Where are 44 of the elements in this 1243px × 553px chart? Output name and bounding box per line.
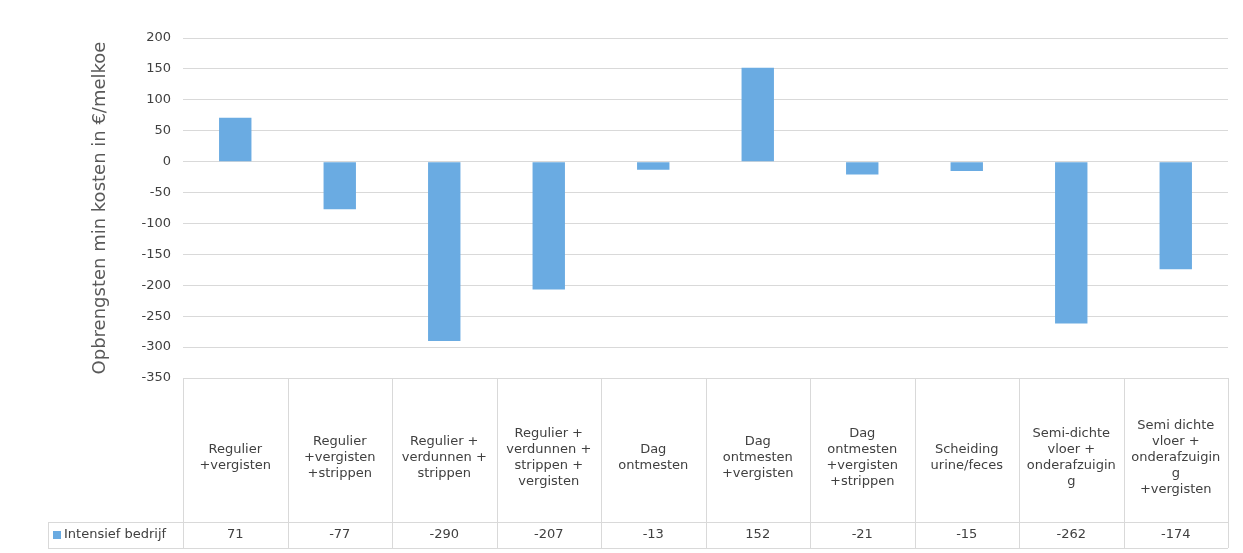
bar: [532, 162, 565, 290]
y-tick-label: -350: [141, 369, 171, 385]
x-tick-label: Regulier + verdunnen + strippen + vergisten: [506, 425, 592, 489]
data-label: -174: [1160, 526, 1191, 542]
data-label: -15: [956, 526, 978, 542]
bar: [950, 162, 983, 171]
x-tick-label: Dag ontmesten: [618, 441, 689, 473]
x-tick-label: Semi-dichte vloer + onderafzuiging: [1026, 425, 1116, 489]
data-label: 152: [745, 526, 771, 542]
y-tick-label: -150: [141, 245, 171, 261]
bar: [219, 117, 252, 162]
data-label: -262: [1056, 526, 1087, 542]
y-tick-label: 0: [162, 153, 171, 169]
x-tick-label: Dag ontmesten +vergisten +strippen: [826, 425, 899, 489]
y-tick-label: -100: [141, 214, 171, 230]
data-label: -290: [429, 526, 460, 542]
data-label: -21: [851, 526, 873, 542]
x-tick-label: Dag ontmesten +vergisten: [721, 433, 794, 481]
data-label: -77: [329, 526, 351, 542]
bar: [1159, 162, 1192, 270]
data-label: -207: [533, 526, 564, 542]
y-tick-label: 100: [146, 91, 171, 107]
y-tick-label: -250: [141, 307, 171, 323]
data-label: -13: [642, 526, 664, 542]
bar: [741, 67, 774, 162]
bar: [1055, 162, 1088, 324]
x-tick-label: Scheiding urine/feces: [930, 441, 1004, 473]
bar: [323, 162, 356, 210]
x-tick-label: Regulier +vergisten: [199, 441, 272, 473]
bar: [428, 162, 461, 341]
legend-label: Intensief bedrijf: [64, 526, 167, 542]
y-tick-label: 50: [154, 122, 171, 138]
x-tick-label: Regulier +vergisten +strippen: [303, 433, 376, 481]
x-tick-label: Regulier + verdunnen + strippen: [401, 433, 487, 481]
y-tick-label: -50: [149, 183, 171, 199]
y-tick-label: 200: [146, 29, 171, 45]
y-tick-label: -200: [141, 276, 171, 292]
y-tick-label: -300: [141, 338, 171, 354]
data-label: 71: [226, 526, 244, 542]
y-tick-label: 150: [146, 60, 171, 76]
bar: [637, 162, 670, 170]
bar: [846, 162, 879, 175]
y-axis-title: Opbrengsten min kosten in €/melkoe: [88, 41, 110, 375]
x-tick-label: Semi dichte vloer + onderafzuiging +vergisten: [1131, 417, 1221, 497]
